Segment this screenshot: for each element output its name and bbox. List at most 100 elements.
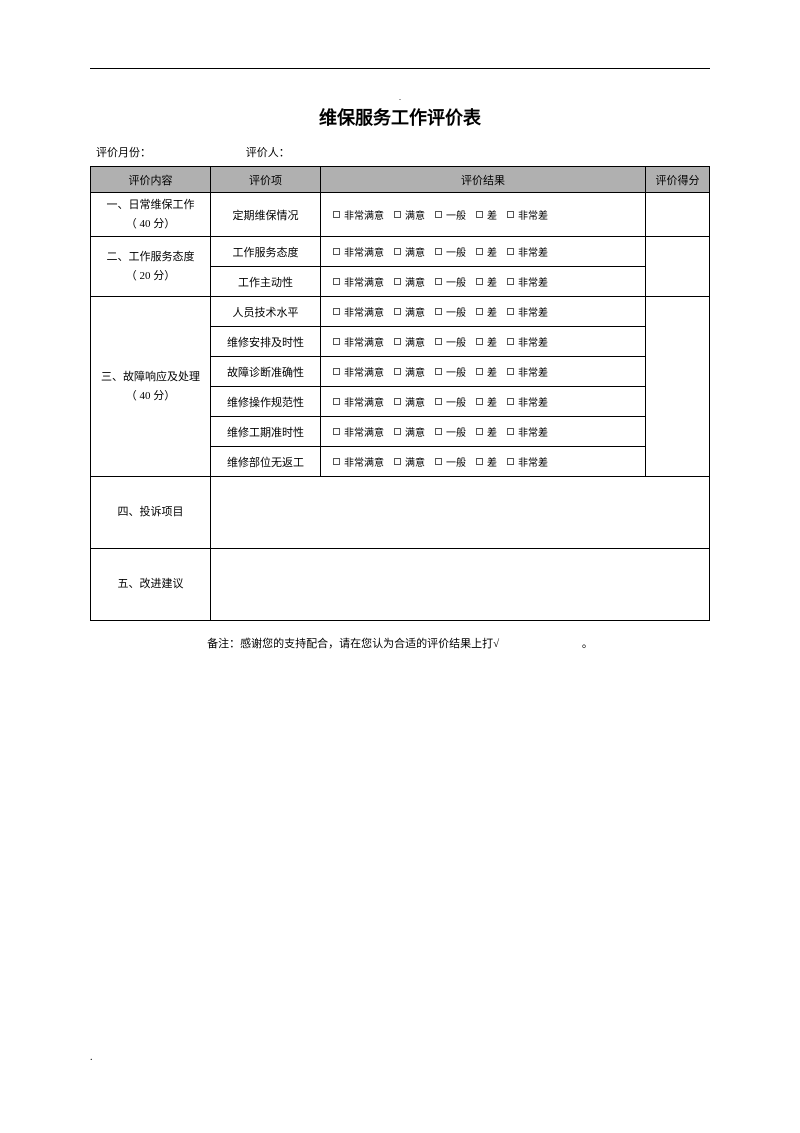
checkbox-icon[interactable] xyxy=(476,278,483,285)
rating-option[interactable]: 非常差 xyxy=(507,207,548,222)
checkbox-icon[interactable] xyxy=(476,248,483,255)
checkbox-icon[interactable] xyxy=(435,211,442,218)
checkbox-icon[interactable] xyxy=(507,211,514,218)
checkbox-icon[interactable] xyxy=(507,278,514,285)
rating-option[interactable]: 满意 xyxy=(394,244,425,259)
checkbox-icon[interactable] xyxy=(507,368,514,375)
rating-option[interactable]: 差 xyxy=(476,207,497,222)
checkbox-icon[interactable] xyxy=(333,368,340,375)
checkbox-icon[interactable] xyxy=(476,308,483,315)
rating-option[interactable]: 一般 xyxy=(435,454,466,469)
rating-option[interactable]: 差 xyxy=(476,424,497,439)
rating-option[interactable]: 差 xyxy=(476,304,497,319)
rating-option[interactable]: 非常差 xyxy=(507,244,548,259)
checkbox-icon[interactable] xyxy=(435,398,442,405)
checkbox-icon[interactable] xyxy=(394,211,401,218)
checkbox-icon[interactable] xyxy=(435,248,442,255)
rating-option[interactable]: 满意 xyxy=(394,304,425,319)
checkbox-icon[interactable] xyxy=(435,428,442,435)
rating-option[interactable]: 满意 xyxy=(394,424,425,439)
checkbox-icon[interactable] xyxy=(333,458,340,465)
rating-option[interactable]: 满意 xyxy=(394,454,425,469)
rating-option[interactable]: 非常满意 xyxy=(333,244,384,259)
checkbox-icon[interactable] xyxy=(507,248,514,255)
score-cell[interactable] xyxy=(646,237,710,297)
rating-option[interactable]: 非常满意 xyxy=(333,394,384,409)
col-content: 评价内容 xyxy=(91,167,211,193)
checkbox-icon[interactable] xyxy=(394,458,401,465)
checkbox-icon[interactable] xyxy=(476,211,483,218)
checkbox-icon[interactable] xyxy=(435,308,442,315)
checkbox-icon[interactable] xyxy=(476,458,483,465)
checkbox-icon[interactable] xyxy=(435,458,442,465)
rating-option[interactable]: 非常差 xyxy=(507,364,548,379)
rating-option[interactable]: 差 xyxy=(476,274,497,289)
rating-option[interactable]: 非常差 xyxy=(507,394,548,409)
checkbox-icon[interactable] xyxy=(476,428,483,435)
checkbox-icon[interactable] xyxy=(333,428,340,435)
checkbox-icon[interactable] xyxy=(394,368,401,375)
checkbox-icon[interactable] xyxy=(435,368,442,375)
rating-option[interactable]: 一般 xyxy=(435,244,466,259)
free-text-cell[interactable] xyxy=(211,477,710,549)
checkbox-icon[interactable] xyxy=(435,338,442,345)
corner-dot: . xyxy=(90,1052,93,1063)
checkbox-icon[interactable] xyxy=(333,278,340,285)
checkbox-icon[interactable] xyxy=(507,458,514,465)
rating-option[interactable]: 非常满意 xyxy=(333,304,384,319)
score-cell[interactable] xyxy=(646,297,710,477)
checkbox-icon[interactable] xyxy=(333,248,340,255)
rating-option[interactable]: 满意 xyxy=(394,394,425,409)
checkbox-icon[interactable] xyxy=(476,368,483,375)
rating-option[interactable]: 差 xyxy=(476,244,497,259)
rating-option[interactable]: 一般 xyxy=(435,364,466,379)
checkbox-icon[interactable] xyxy=(507,308,514,315)
checkbox-icon[interactable] xyxy=(394,398,401,405)
rating-option[interactable]: 一般 xyxy=(435,424,466,439)
rating-option[interactable]: 一般 xyxy=(435,334,466,349)
rating-option[interactable]: 非常满意 xyxy=(333,274,384,289)
result-cell: 非常满意满意一般差非常差 xyxy=(321,327,646,357)
rating-option[interactable]: 一般 xyxy=(435,304,466,319)
checkbox-icon[interactable] xyxy=(435,278,442,285)
checkbox-icon[interactable] xyxy=(333,398,340,405)
checkbox-icon[interactable] xyxy=(394,308,401,315)
checkbox-icon[interactable] xyxy=(507,428,514,435)
rating-option[interactable]: 满意 xyxy=(394,274,425,289)
checkbox-icon[interactable] xyxy=(394,338,401,345)
rating-option[interactable]: 非常差 xyxy=(507,454,548,469)
rating-option[interactable]: 满意 xyxy=(394,334,425,349)
rating-option[interactable]: 非常差 xyxy=(507,274,548,289)
rating-option[interactable]: 非常差 xyxy=(507,334,548,349)
checkbox-icon[interactable] xyxy=(476,338,483,345)
checkbox-icon[interactable] xyxy=(394,278,401,285)
checkbox-icon[interactable] xyxy=(394,428,401,435)
checkbox-icon[interactable] xyxy=(476,398,483,405)
rating-option[interactable]: 差 xyxy=(476,334,497,349)
checkbox-icon[interactable] xyxy=(333,338,340,345)
free-text-cell[interactable] xyxy=(211,549,710,621)
checkbox-icon[interactable] xyxy=(333,308,340,315)
rating-option[interactable]: 差 xyxy=(476,454,497,469)
rating-option[interactable]: 非常满意 xyxy=(333,334,384,349)
checkbox-icon[interactable] xyxy=(507,338,514,345)
rating-option[interactable]: 差 xyxy=(476,364,497,379)
rating-option[interactable]: 非常满意 xyxy=(333,364,384,379)
rating-option[interactable]: 满意 xyxy=(394,364,425,379)
rating-option[interactable]: 非常满意 xyxy=(333,424,384,439)
score-cell[interactable] xyxy=(646,193,710,237)
checkbox-icon[interactable] xyxy=(394,248,401,255)
table-row: 一、日常维保工作（ 40 分）定期维保情况非常满意满意一般差非常差 xyxy=(91,193,710,237)
rating-option[interactable]: 满意 xyxy=(394,207,425,222)
checkbox-icon[interactable] xyxy=(507,398,514,405)
rating-option[interactable]: 差 xyxy=(476,394,497,409)
checkbox-icon[interactable] xyxy=(333,211,340,218)
rating-option[interactable]: 一般 xyxy=(435,207,466,222)
category-line1: 三、故障响应及处理 xyxy=(101,371,200,383)
rating-option[interactable]: 非常差 xyxy=(507,424,548,439)
rating-option[interactable]: 非常满意 xyxy=(333,454,384,469)
rating-option[interactable]: 一般 xyxy=(435,274,466,289)
rating-option[interactable]: 一般 xyxy=(435,394,466,409)
rating-option[interactable]: 非常差 xyxy=(507,304,548,319)
rating-option[interactable]: 非常满意 xyxy=(333,207,384,222)
